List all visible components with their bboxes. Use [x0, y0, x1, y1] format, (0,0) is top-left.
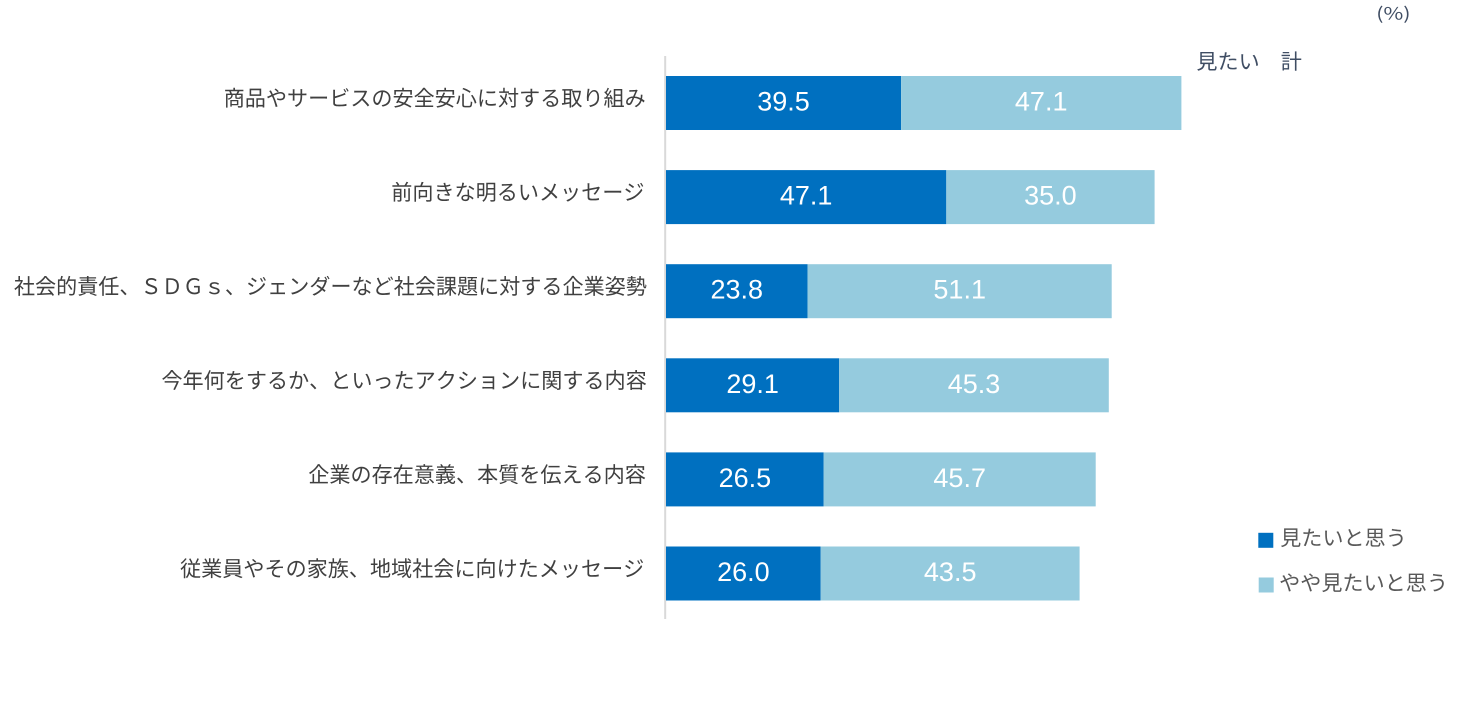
svg-text:26.5: 26.5	[719, 463, 772, 493]
svg-text:45.3: 45.3	[948, 369, 1001, 399]
svg-text:23.8: 23.8	[711, 275, 764, 305]
svg-text:47.1: 47.1	[1015, 87, 1068, 117]
svg-text:35.0: 35.0	[1024, 181, 1077, 211]
svg-text:26.0: 26.0	[717, 557, 770, 587]
svg-text:47.1: 47.1	[780, 181, 833, 211]
svg-text:29.1: 29.1	[726, 369, 779, 399]
svg-text:43.5: 43.5	[924, 557, 977, 587]
svg-text:45.7: 45.7	[933, 463, 986, 493]
svg-text:51.1: 51.1	[933, 275, 986, 305]
svg-text:39.5: 39.5	[757, 87, 810, 117]
